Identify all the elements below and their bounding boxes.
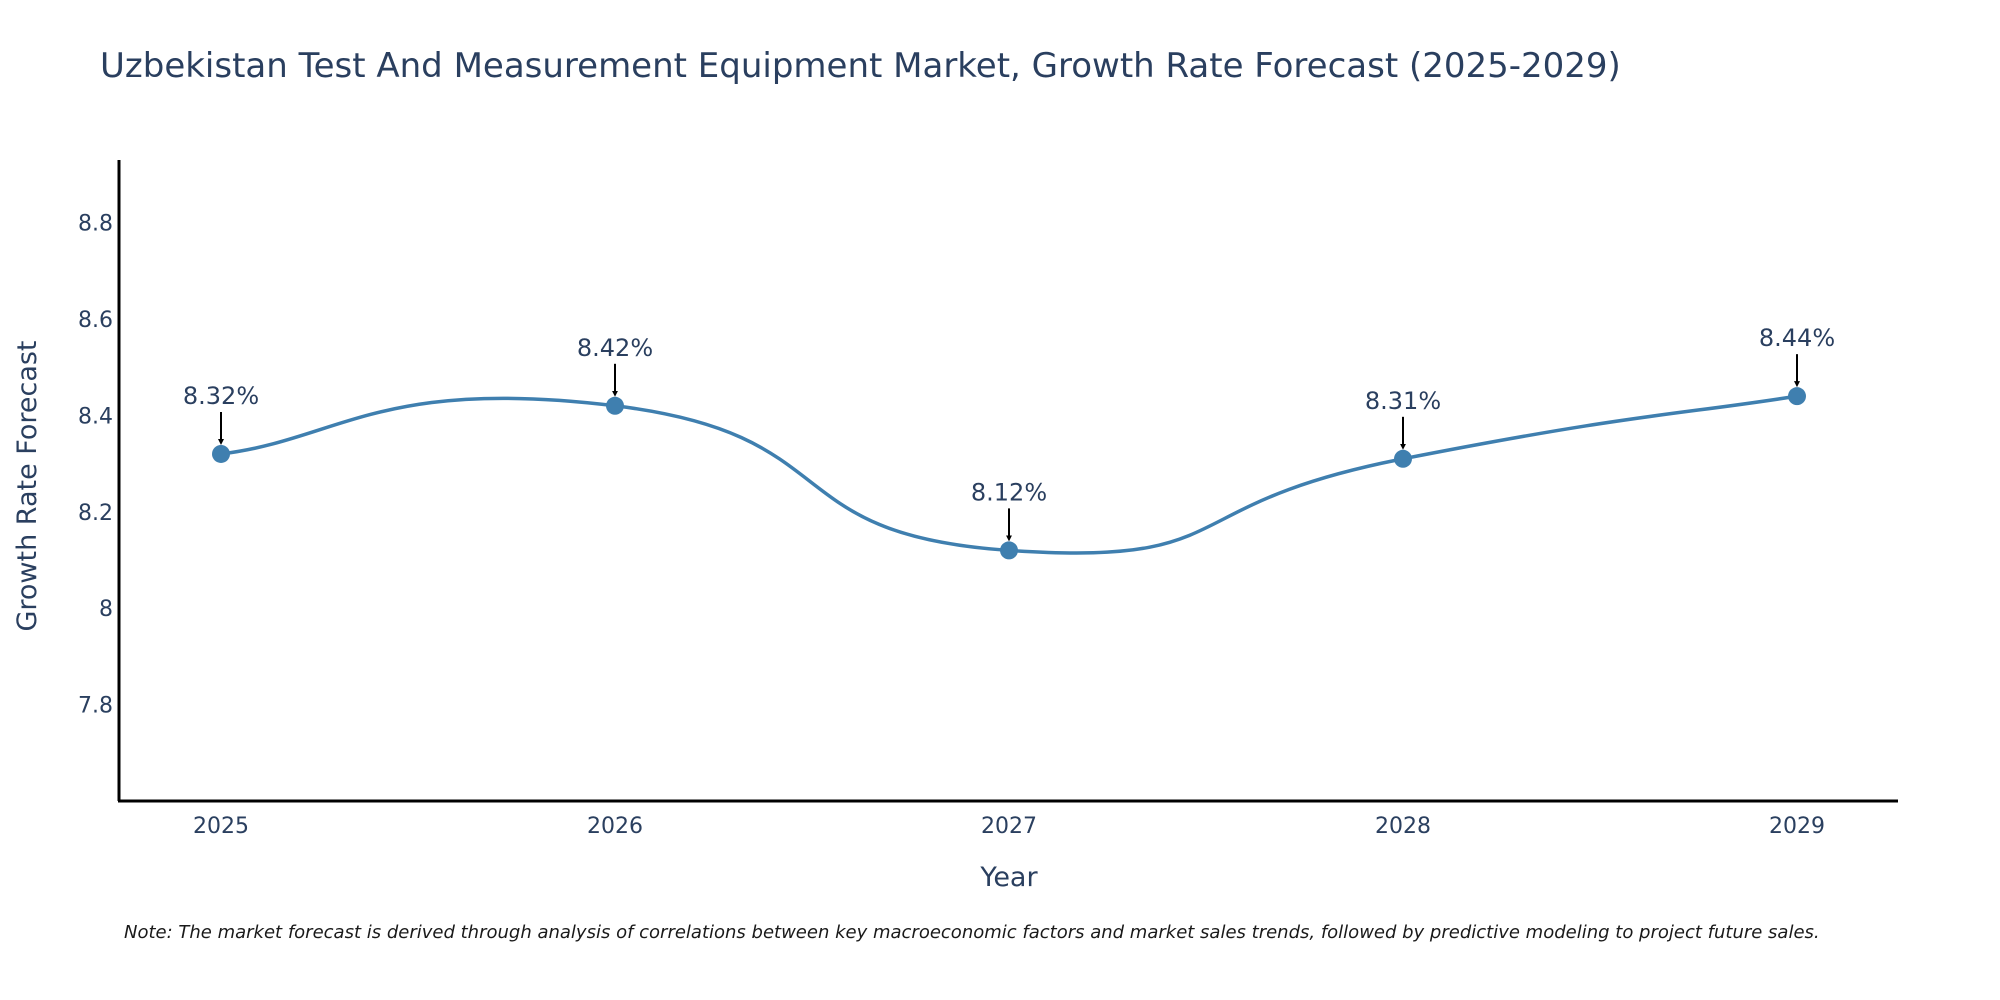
data-point[interactable] bbox=[212, 444, 230, 463]
y-axis-title: Growth Rate Forecast bbox=[12, 340, 43, 631]
chart-title: Uzbekistan Test And Measurement Equipmen… bbox=[100, 46, 1621, 86]
data-label: 8.44% bbox=[1759, 324, 1835, 352]
y-tick-label: 8.8 bbox=[78, 212, 113, 237]
data-point[interactable] bbox=[606, 396, 624, 415]
x-axis-title: Year bbox=[979, 862, 1038, 893]
x-tick-label: 2027 bbox=[981, 814, 1037, 839]
data-point[interactable] bbox=[1394, 449, 1412, 468]
y-tick-label: 8.4 bbox=[78, 404, 113, 429]
x-tick-label: 2026 bbox=[587, 814, 643, 839]
x-tick-label: 2028 bbox=[1375, 814, 1431, 839]
footnote: Note: The market forecast is derived thr… bbox=[124, 922, 1820, 943]
x-tick-label: 2025 bbox=[193, 814, 249, 839]
data-label: 8.42% bbox=[577, 334, 653, 362]
data-label: 8.31% bbox=[1365, 387, 1441, 415]
y-tick-label: 8.2 bbox=[78, 501, 113, 526]
data-label: 8.32% bbox=[183, 382, 259, 410]
data-point[interactable] bbox=[1000, 541, 1018, 560]
x-tick-label: 2029 bbox=[1769, 814, 1825, 839]
y-tick-label: 7.8 bbox=[78, 694, 113, 719]
y-tick-label: 8.6 bbox=[78, 308, 113, 333]
y-tick-label: 8 bbox=[99, 597, 113, 622]
data-label: 8.12% bbox=[971, 478, 1047, 506]
data-point[interactable] bbox=[1788, 387, 1806, 406]
